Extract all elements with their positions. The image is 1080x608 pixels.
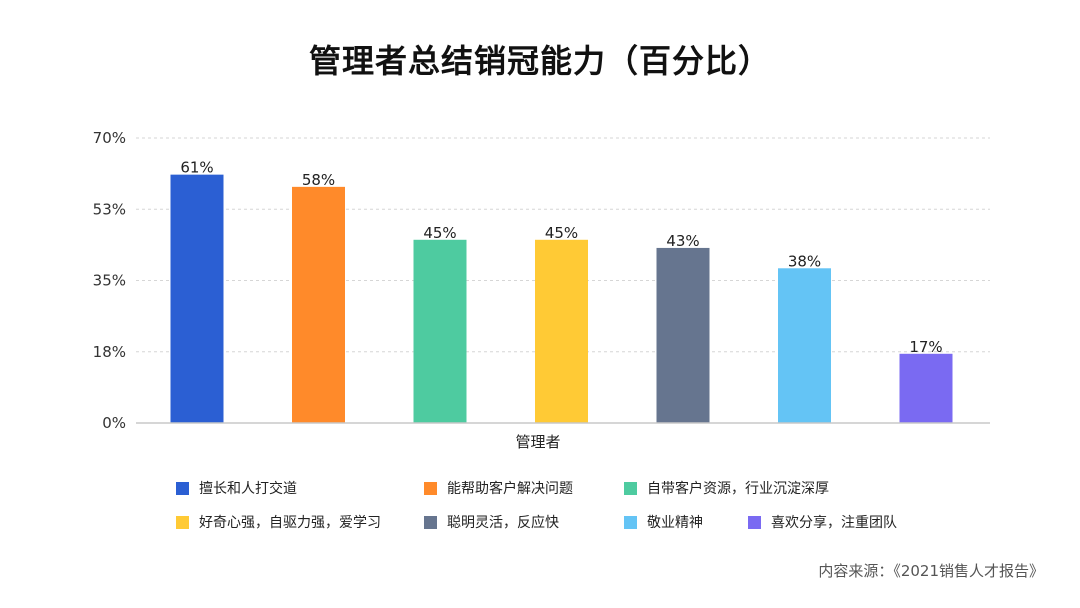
legend-swatch <box>748 515 761 529</box>
legend-swatch <box>424 515 437 529</box>
bar <box>292 186 345 423</box>
data-label: 58% <box>302 171 335 189</box>
y-tick-label: 0% <box>102 414 126 432</box>
bar-chart: 0% 18% 35% 53% 70% 61% 58% 45% 45% 43% 38% 17% 管理者 <box>93 129 990 451</box>
bar <box>170 174 224 423</box>
legend-swatch <box>176 515 189 529</box>
legend-swatch <box>176 481 189 495</box>
legend-label: 擅长和人打交道 <box>199 481 297 497</box>
y-tick-label: 53% <box>93 200 126 218</box>
legend-item: 能帮助客户解决问题 <box>424 478 624 498</box>
legend-label: 能帮助客户解决问题 <box>447 481 573 497</box>
source-note: 内容来源：《2021销售人才报告》 <box>818 562 1044 580</box>
legend-label: 好奇心强，自驱力强，爱学习 <box>199 515 381 531</box>
legend-item: 聪明灵活，反应快 <box>424 512 624 532</box>
legend: 擅长和人打交道 能帮助客户解决问题 自带客户资源，行业沉淀深厚 <box>176 478 976 498</box>
legend-item: 好奇心强，自驱力强，爱学习 <box>176 512 424 532</box>
data-label: 45% <box>423 224 456 242</box>
data-label: 43% <box>666 232 699 250</box>
legend-label: 喜欢分享，注重团队 <box>771 515 897 531</box>
y-tick-label: 70% <box>93 129 126 147</box>
data-label: 17% <box>909 338 942 356</box>
legend-item: 擅长和人打交道 <box>176 478 424 498</box>
data-label: 61% <box>180 159 213 177</box>
bar <box>535 239 588 423</box>
legend-row: 好奇心强，自驱力强，爱学习 聪明灵活，反应快 敬业精神 喜欢分享，注重团队 <box>176 512 948 532</box>
bar <box>413 239 467 423</box>
bars <box>170 174 953 423</box>
legend-item: 敬业精神 <box>624 512 748 532</box>
data-label: 45% <box>545 224 578 242</box>
y-axis-ticks: 0% 18% 35% 53% 70% <box>93 129 126 432</box>
bar <box>899 353 953 423</box>
x-axis-label: 管理者 <box>515 433 560 451</box>
data-labels: 61% 58% 45% 45% 43% 38% 17% <box>180 159 942 356</box>
chart-title: 管理者总结销冠能力（百分比） <box>308 42 771 80</box>
legend-label: 敬业精神 <box>647 515 703 531</box>
y-tick-label: 18% <box>93 343 126 361</box>
legend-item: 自带客户资源，行业沉淀深厚 <box>624 478 924 498</box>
data-label: 38% <box>788 252 821 270</box>
legend-label: 自带客户资源，行业沉淀深厚 <box>647 481 829 497</box>
legend-swatch <box>624 481 637 495</box>
legend-item: 喜欢分享，注重团队 <box>748 512 948 532</box>
legend-swatch <box>624 515 637 529</box>
y-tick-label: 35% <box>93 272 126 290</box>
bar <box>656 247 710 423</box>
legend-label: 聪明灵活，反应快 <box>447 515 559 531</box>
legend-swatch <box>424 481 437 495</box>
bar <box>778 268 831 423</box>
